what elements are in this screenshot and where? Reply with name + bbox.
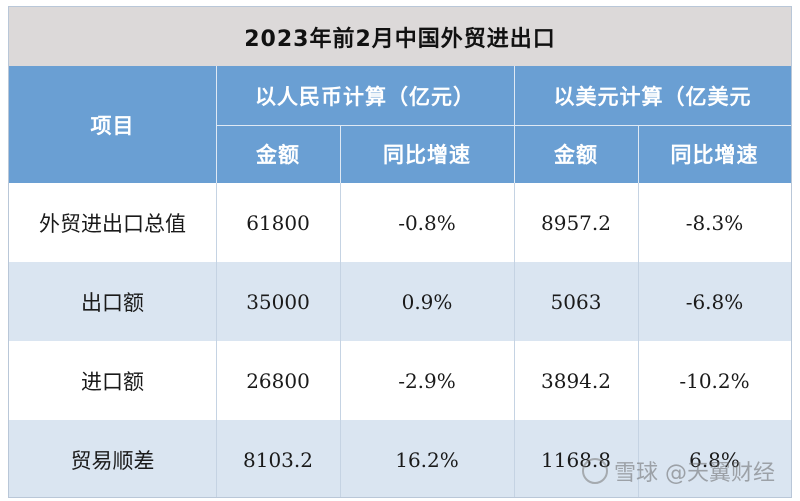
row-item-surplus: 贸易顺差 — [9, 420, 216, 497]
column-divider — [514, 183, 515, 497]
row-item-total: 外贸进出口总值 — [9, 183, 216, 262]
row-rmb-yoy: -0.8% — [340, 183, 514, 262]
header-rmb-amount: 金额 — [216, 125, 340, 183]
row-rmb-amount: 8103.2 — [216, 420, 340, 497]
header-divider — [514, 66, 515, 183]
row-usd-yoy: -8.3% — [638, 183, 791, 262]
column-divider — [340, 183, 341, 497]
column-divider — [216, 183, 217, 497]
row-rmb-amount: 61800 — [216, 183, 340, 262]
header-usd-amount: 金额 — [514, 125, 638, 183]
header-divider — [216, 125, 791, 126]
header-divider — [340, 125, 341, 183]
row-rmb-amount: 26800 — [216, 341, 340, 420]
row-rmb-yoy: 16.2% — [340, 420, 514, 497]
row-rmb-yoy: 0.9% — [340, 262, 514, 341]
row-rmb-amount: 35000 — [216, 262, 340, 341]
header-usd-group: 以美元计算（亿美元 — [514, 66, 791, 125]
row-usd-amount: 1168.8 — [514, 420, 638, 497]
header-divider — [638, 125, 639, 183]
row-usd-amount: 3894.2 — [514, 341, 638, 420]
header-usd-yoy: 同比增速 — [638, 125, 791, 183]
row-usd-amount: 5063 — [514, 262, 638, 341]
row-usd-yoy: -10.2% — [638, 341, 791, 420]
row-usd-amount: 8957.2 — [514, 183, 638, 262]
row-item-export: 出口额 — [9, 262, 216, 341]
trade-table: 2023年前2月中国外贸进出口 项目 以人民币计算（亿元） 以美元计算（亿美元 … — [8, 6, 792, 498]
header-item: 项目 — [9, 66, 216, 183]
row-rmb-yoy: -2.9% — [340, 341, 514, 420]
header-rmb-yoy: 同比增速 — [340, 125, 514, 183]
column-divider — [638, 183, 639, 497]
header-rmb-group: 以人民币计算（亿元） — [216, 66, 514, 125]
row-item-import: 进口额 — [9, 341, 216, 420]
table-title: 2023年前2月中国外贸进出口 — [9, 7, 791, 66]
row-usd-yoy: -6.8% — [638, 262, 791, 341]
row-usd-yoy: 6.8% — [638, 420, 791, 497]
header-divider — [216, 66, 217, 183]
